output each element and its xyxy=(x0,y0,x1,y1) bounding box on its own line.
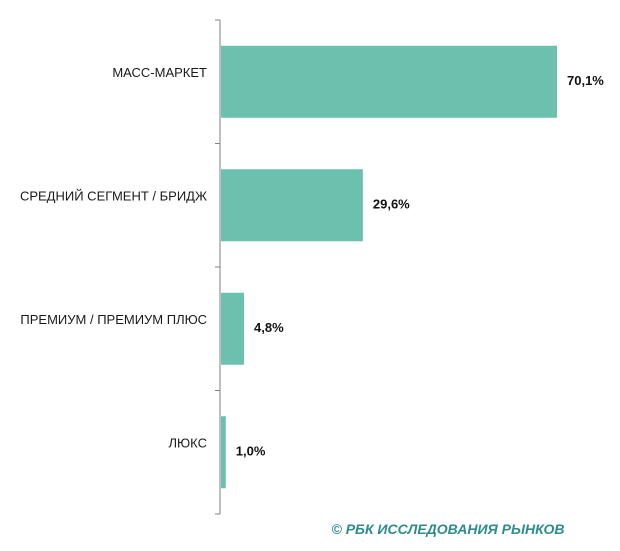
source-credit: © РБК ИССЛЕДОВАНИЯ РЫНКОВ xyxy=(331,521,564,537)
value-label: 70,1% xyxy=(567,73,604,88)
category-label: СРЕДНИЙ СЕГМЕНТ / БРИДЖ xyxy=(20,189,207,204)
category-label: ЛЮКС xyxy=(169,436,207,451)
bar xyxy=(221,45,557,118)
value-label: 1,0% xyxy=(236,444,266,459)
category-labels: МАСС-МАРКЕТ СРЕДНИЙ СЕГМЕНТ / БРИДЖ ПРЕМИУ… xyxy=(20,65,207,451)
value-label: 29,6% xyxy=(373,197,410,212)
bar xyxy=(221,169,363,242)
bar xyxy=(221,416,226,489)
value-label: 4,8% xyxy=(254,320,284,335)
value-labels: 70,1% 29,6% 4,8% 1,0% xyxy=(236,73,605,459)
bar xyxy=(221,292,245,365)
y-axis xyxy=(215,19,221,515)
bars xyxy=(221,45,557,489)
category-label: МАСС-МАРКЕТ xyxy=(112,65,207,80)
category-label: ПРЕМИУМ / ПРЕМИУМ ПЛЮС xyxy=(20,312,207,327)
